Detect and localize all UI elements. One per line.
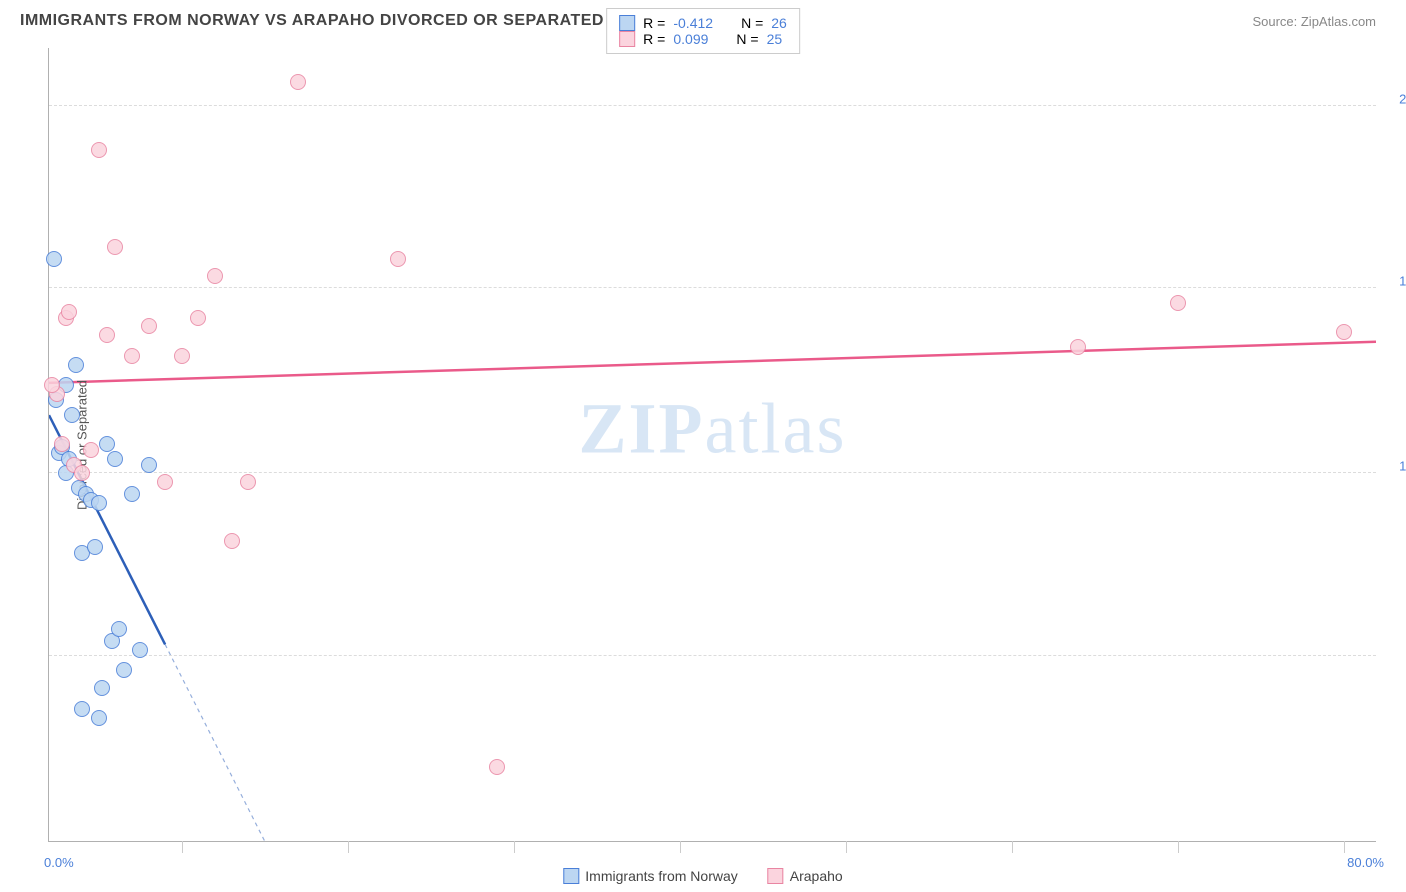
x-tick	[846, 841, 847, 853]
scatter-point	[94, 680, 110, 696]
scatter-point	[54, 436, 70, 452]
scatter-point	[1336, 324, 1352, 340]
watermark: ZIPatlas	[579, 387, 847, 470]
scatter-point	[46, 251, 62, 267]
r-label: R =	[643, 31, 665, 47]
x-tick	[1012, 841, 1013, 853]
scatter-point	[207, 268, 223, 284]
scatter-point	[91, 710, 107, 726]
legend-swatch	[619, 15, 635, 31]
scatter-point	[99, 436, 115, 452]
scatter-point	[157, 474, 173, 490]
n-label: N =	[741, 15, 763, 31]
r-label: R =	[643, 15, 665, 31]
scatter-point	[107, 239, 123, 255]
scatter-point	[390, 251, 406, 267]
y-tick-label: 12.5%	[1399, 459, 1406, 474]
n-value: 25	[767, 31, 783, 47]
scatter-point	[99, 327, 115, 343]
chart-area: ZIPatlas Divorced or Separated 6.3%12.5%…	[48, 48, 1376, 842]
chart-source: Source: ZipAtlas.com	[1252, 14, 1376, 29]
legend-label: Arapaho	[790, 868, 843, 884]
x-tick	[1344, 841, 1345, 853]
scatter-point	[68, 357, 84, 373]
series-legend: Immigrants from Norway Arapaho	[563, 868, 842, 884]
scatter-point	[240, 474, 256, 490]
scatter-point	[87, 539, 103, 555]
y-tick-label: 25.0%	[1399, 91, 1406, 106]
x-tick	[1178, 841, 1179, 853]
scatter-point	[489, 759, 505, 775]
scatter-point	[124, 348, 140, 364]
legend-row: R = -0.412 N = 26	[619, 15, 787, 31]
scatter-point	[1070, 339, 1086, 355]
legend-row: R = 0.099 N = 25	[619, 31, 787, 47]
n-value: 26	[771, 15, 787, 31]
scatter-point	[83, 442, 99, 458]
x-max-label: 80.0%	[1347, 855, 1384, 870]
scatter-point	[141, 318, 157, 334]
r-value: -0.412	[673, 15, 713, 31]
scatter-point	[290, 74, 306, 90]
trend-lines	[49, 48, 1376, 841]
scatter-point	[124, 486, 140, 502]
scatter-point	[91, 495, 107, 511]
scatter-point	[190, 310, 206, 326]
scatter-point	[174, 348, 190, 364]
scatter-point	[64, 407, 80, 423]
legend-label: Immigrants from Norway	[585, 868, 737, 884]
y-tick-label: 18.8%	[1399, 274, 1406, 289]
correlation-legend: R =-0.412N =26R =0.099N =25	[606, 8, 800, 54]
legend-item: Immigrants from Norway	[563, 868, 737, 884]
gridline	[49, 655, 1376, 656]
legend-item: Arapaho	[768, 868, 843, 884]
legend-swatch	[768, 868, 784, 884]
x-tick	[514, 841, 515, 853]
x-tick	[680, 841, 681, 853]
gridline	[49, 287, 1376, 288]
plot-area: ZIPatlas Divorced or Separated 6.3%12.5%…	[48, 48, 1376, 842]
gridline	[49, 105, 1376, 106]
x-tick	[182, 841, 183, 853]
scatter-point	[74, 701, 90, 717]
scatter-point	[1170, 295, 1186, 311]
scatter-point	[91, 142, 107, 158]
scatter-point	[224, 533, 240, 549]
n-label: N =	[736, 31, 758, 47]
legend-swatch	[619, 31, 635, 47]
scatter-point	[74, 465, 90, 481]
scatter-point	[132, 642, 148, 658]
x-min-label: 0.0%	[44, 855, 74, 870]
scatter-point	[116, 662, 132, 678]
x-tick	[348, 841, 349, 853]
scatter-point	[107, 451, 123, 467]
scatter-point	[61, 304, 77, 320]
legend-swatch	[563, 868, 579, 884]
scatter-point	[111, 621, 127, 637]
scatter-point	[141, 457, 157, 473]
scatter-point	[44, 377, 60, 393]
r-value: 0.099	[673, 31, 708, 47]
